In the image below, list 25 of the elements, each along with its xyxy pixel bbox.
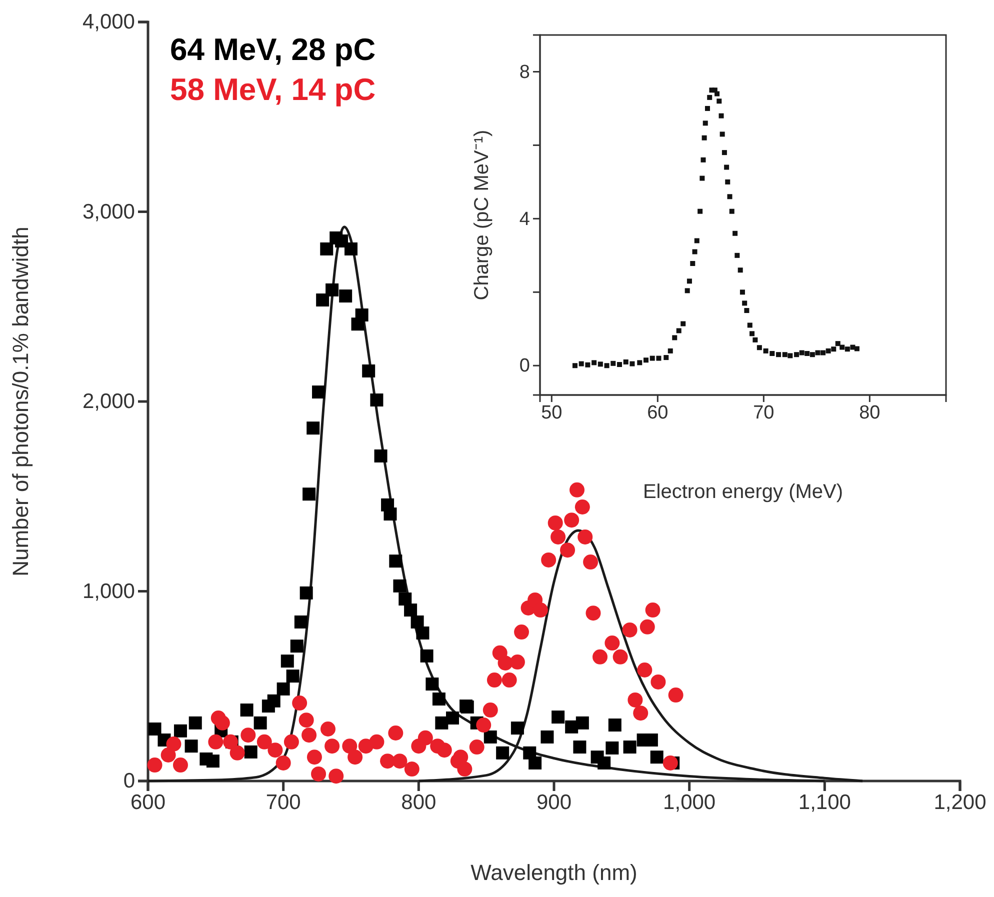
y-tick-label: 0 xyxy=(123,770,135,793)
y-tick-label: 1,000 xyxy=(82,580,135,603)
y-tick-label: 2,000 xyxy=(82,390,135,414)
x-tick-label: 1,000 xyxy=(663,790,716,814)
y-tick-label: 3,000 xyxy=(82,200,135,224)
x-axis-title: Wavelength (nm) xyxy=(470,860,638,885)
y-tick-label: 8 xyxy=(519,62,530,83)
x-tick-label: 700 xyxy=(266,790,301,814)
x-tick-label: 70 xyxy=(753,402,774,424)
x-tick-label: 50 xyxy=(541,402,562,424)
x-tick-label: 1,200 xyxy=(934,790,986,814)
x-tick-label: 60 xyxy=(647,402,668,424)
y-axis-title: Number of photons/0.1% bandwidth xyxy=(8,226,33,576)
x-tick-label: 1,100 xyxy=(798,790,851,814)
x-axis-title: Electron energy (MeV) xyxy=(642,481,844,503)
x-tick-label: 900 xyxy=(536,790,572,814)
y-axis-title: Charge (pC MeV⁻¹) xyxy=(471,130,493,300)
y-tick-label: 4 xyxy=(519,208,530,230)
x-tick-label: 600 xyxy=(130,790,166,814)
x-tick-label: 800 xyxy=(401,790,436,814)
y-tick-label: 0 xyxy=(519,356,530,377)
y-tick-label: 4,000 xyxy=(82,10,135,34)
x-tick-label: 80 xyxy=(859,402,880,424)
text: 64 MeV, 28 pC xyxy=(170,32,376,67)
text: 58 MeV, 14 pC xyxy=(170,72,376,107)
